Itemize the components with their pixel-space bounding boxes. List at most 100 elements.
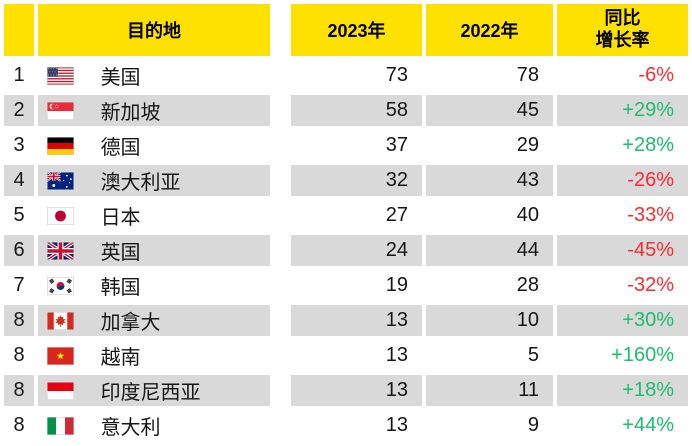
growth-cell: +30% xyxy=(557,305,688,336)
table-row: 3 德国 37 29 +28% xyxy=(4,130,688,161)
growth-cell: +29% xyxy=(557,95,688,126)
rank-cell: 5 xyxy=(4,200,34,231)
flag-au-icon xyxy=(47,171,74,190)
destination-cell: 越南 xyxy=(38,340,270,371)
gap-cell xyxy=(274,410,287,441)
col-header-2022: 2022年 xyxy=(426,4,553,56)
destination-label: 英国 xyxy=(100,242,141,264)
rank-cell: 2 xyxy=(4,95,34,126)
growth-cell: +28% xyxy=(557,130,688,161)
value-2022-cell: 43 xyxy=(426,165,553,196)
value-2023-cell: 32 xyxy=(291,165,422,196)
gap-cell xyxy=(274,270,287,301)
value-2023-cell: 13 xyxy=(291,340,422,371)
gap-cell xyxy=(274,235,287,266)
col-header-rank xyxy=(4,4,34,56)
growth-cell: +44% xyxy=(557,410,688,441)
table-row: 4 澳大利亚 32 43 -26% xyxy=(4,165,688,196)
growth-cell: +18% xyxy=(557,375,688,406)
growth-cell: -26% xyxy=(557,165,688,196)
destination-label: 澳大利亚 xyxy=(100,172,181,194)
value-2022-cell: 28 xyxy=(426,270,553,301)
destination-label: 新加坡 xyxy=(100,102,161,124)
gap-cell xyxy=(274,375,287,406)
table-row: 5 日本 27 40 -33% xyxy=(4,200,688,231)
flag-id-icon xyxy=(47,381,74,400)
destination-label: 加拿大 xyxy=(100,312,161,334)
value-2023-cell: 37 xyxy=(291,130,422,161)
rank-cell: 8 xyxy=(4,410,34,441)
table-row: 1 美国 73 78 -6% xyxy=(4,60,688,91)
destination-label: 印度尼西亚 xyxy=(100,382,201,404)
value-2022-cell: 10 xyxy=(426,305,553,336)
destination-cell: 日本 xyxy=(38,200,270,231)
value-2023-cell: 27 xyxy=(291,200,422,231)
destination-cell: 印度尼西亚 xyxy=(38,375,270,406)
flag-gb-icon xyxy=(47,241,74,260)
gap-cell xyxy=(274,305,287,336)
value-2022-cell: 11 xyxy=(426,375,553,406)
value-2023-cell: 58 xyxy=(291,95,422,126)
flag-kr-icon xyxy=(47,276,74,295)
destination-cell: 英国 xyxy=(38,235,270,266)
destination-cell: 新加坡 xyxy=(38,95,270,126)
destination-cell: 意大利 xyxy=(38,410,270,441)
rank-cell: 3 xyxy=(4,130,34,161)
growth-cell: -33% xyxy=(557,200,688,231)
rank-cell: 7 xyxy=(4,270,34,301)
flag-ca-icon xyxy=(47,311,74,330)
gap-cell xyxy=(274,200,287,231)
destination-cell: 韩国 xyxy=(38,270,270,301)
destination-label: 德国 xyxy=(100,137,141,159)
value-2023-cell: 73 xyxy=(291,60,422,91)
table-row: 8 印度尼西亚 13 11 +18% xyxy=(4,375,688,406)
destination-cell: 美国 xyxy=(38,60,270,91)
gap-cell xyxy=(274,130,287,161)
growth-cell: -32% xyxy=(557,270,688,301)
value-2023-cell: 24 xyxy=(291,235,422,266)
table-header: 目的地 2023年 2022年 同比 增长率 xyxy=(4,4,688,56)
col-header-destination: 目的地 xyxy=(38,4,270,56)
header-gap xyxy=(274,4,287,56)
rank-cell: 8 xyxy=(4,305,34,336)
flag-jp-icon xyxy=(47,206,74,225)
gap-cell xyxy=(274,340,287,371)
table-row: 8 意大利 13 9 +44% xyxy=(4,410,688,441)
rank-cell: 1 xyxy=(4,60,34,91)
value-2023-cell: 13 xyxy=(291,410,422,441)
gap-cell xyxy=(274,60,287,91)
value-2023-cell: 13 xyxy=(291,305,422,336)
header-row: 目的地 2023年 2022年 同比 增长率 xyxy=(4,4,688,56)
rank-cell: 8 xyxy=(4,375,34,406)
value-2023-cell: 13 xyxy=(291,375,422,406)
table-row: 8 越南 13 5 +160% xyxy=(4,340,688,371)
flag-de-icon xyxy=(47,136,74,155)
value-2022-cell: 40 xyxy=(426,200,553,231)
value-2022-cell: 78 xyxy=(426,60,553,91)
table-row: 8 加拿大 13 10 +30% xyxy=(4,305,688,336)
destination-label: 日本 xyxy=(100,207,141,229)
destination-label: 韩国 xyxy=(100,277,141,299)
col-header-2023: 2023年 xyxy=(291,4,422,56)
growth-cell: -45% xyxy=(557,235,688,266)
growth-cell: +160% xyxy=(557,340,688,371)
gap-cell xyxy=(274,95,287,126)
value-2022-cell: 45 xyxy=(426,95,553,126)
flag-vn-icon xyxy=(47,346,74,365)
col-header-growth: 同比 增长率 xyxy=(557,4,688,56)
table-row: 2 新加坡 58 45 +29% xyxy=(4,95,688,126)
table-body: 1 美国 73 78 -6% 2 新加坡 58 45 +29% 3 德国 37 … xyxy=(4,60,688,441)
growth-cell: -6% xyxy=(557,60,688,91)
rank-cell: 6 xyxy=(4,235,34,266)
destination-label: 美国 xyxy=(100,67,141,89)
value-2022-cell: 44 xyxy=(426,235,553,266)
table-row: 7 韩国 19 28 -32% xyxy=(4,270,688,301)
gap-cell xyxy=(274,165,287,196)
table-row: 6 英国 24 44 -45% xyxy=(4,235,688,266)
value-2023-cell: 19 xyxy=(291,270,422,301)
rank-cell: 4 xyxy=(4,165,34,196)
rank-cell: 8 xyxy=(4,340,34,371)
flag-sg-icon xyxy=(47,101,74,120)
value-2022-cell: 29 xyxy=(426,130,553,161)
